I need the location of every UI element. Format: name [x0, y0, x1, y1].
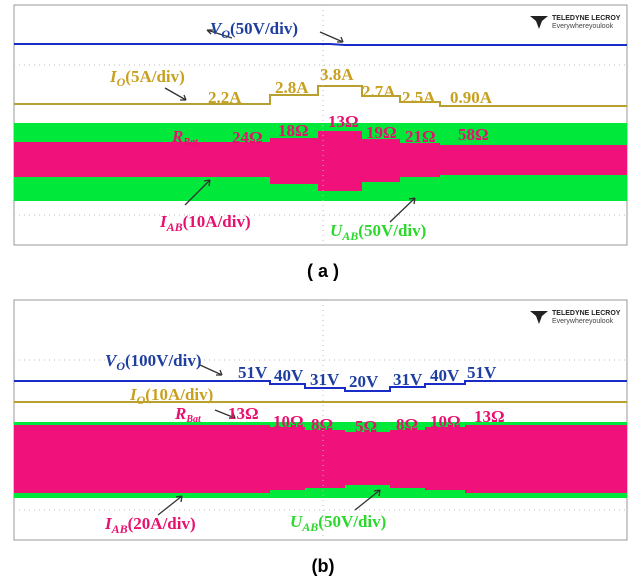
level-label: 0.90A	[450, 88, 493, 107]
scale: (10A/div)	[183, 212, 251, 231]
level-label: 2.5A	[402, 88, 436, 107]
level-label: 20V	[349, 372, 379, 391]
subscript: AB	[301, 520, 318, 534]
caption: ( a )	[307, 261, 339, 281]
level-label: 31V	[310, 370, 340, 389]
level-label: 40V	[430, 366, 460, 385]
scale: (50V/div)	[230, 19, 298, 38]
resistance-label: 24Ω	[232, 128, 263, 147]
subscript: O	[221, 27, 230, 41]
resistance-label: 10Ω	[273, 412, 304, 431]
subscript: AB	[111, 522, 128, 536]
logo-brand: TELEDYNE LECROY	[552, 310, 621, 317]
symbol: U	[330, 221, 343, 240]
subscript: Bat	[185, 414, 202, 425]
subscript: AB	[166, 220, 183, 234]
level-label: 2.2A	[208, 88, 242, 107]
subscript: O	[137, 393, 146, 407]
scale: (5A/div)	[125, 67, 185, 86]
logo-tagline: Everywhereyoulook	[552, 23, 614, 30]
logo-tagline: Everywhereyoulook	[552, 318, 614, 325]
caption: (b)	[312, 556, 335, 576]
scale: (50V/div)	[318, 512, 386, 531]
level-label: 3.8A	[320, 65, 354, 84]
subscript: AB	[341, 229, 358, 243]
figure: ( a )TELEDYNE LECROYEverywhereyoulookVO(…	[0, 0, 629, 577]
symbol: U	[290, 512, 303, 531]
resistance-label: 58Ω	[458, 125, 489, 144]
scale: (100V/div)	[125, 351, 202, 370]
resistance-label: 21Ω	[405, 127, 436, 146]
level-label: 2.8A	[275, 78, 309, 97]
resistance-label: 8Ω	[396, 415, 418, 434]
level-label: 51V	[467, 363, 497, 382]
scale: (20A/div)	[128, 514, 196, 533]
scope-a	[14, 5, 627, 245]
resistance-label: 13Ω	[328, 112, 359, 131]
resistance-label: 13Ω	[474, 407, 505, 426]
resistance-label: 10Ω	[430, 412, 461, 431]
resistance-label: 13Ω	[228, 404, 259, 423]
scale: (50V/div)	[358, 221, 426, 240]
symbol: R	[171, 127, 183, 146]
resistance-label: 8Ω	[311, 415, 333, 434]
scale: (10A/div)	[145, 385, 213, 404]
level-label: 2.7A	[362, 82, 396, 101]
level-label: 40V	[274, 366, 304, 385]
subscript: O	[116, 359, 125, 373]
level-label: 31V	[393, 370, 423, 389]
symbol: R	[174, 404, 186, 423]
logo-brand: TELEDYNE LECROY	[552, 15, 621, 22]
subscript: Bat	[182, 137, 199, 148]
subscript: O	[117, 75, 126, 89]
resistance-label: 19Ω	[366, 123, 397, 142]
resistance-label: 18Ω	[278, 121, 309, 140]
level-label: 51V	[238, 363, 268, 382]
resistance-label: 5Ω	[355, 417, 377, 436]
